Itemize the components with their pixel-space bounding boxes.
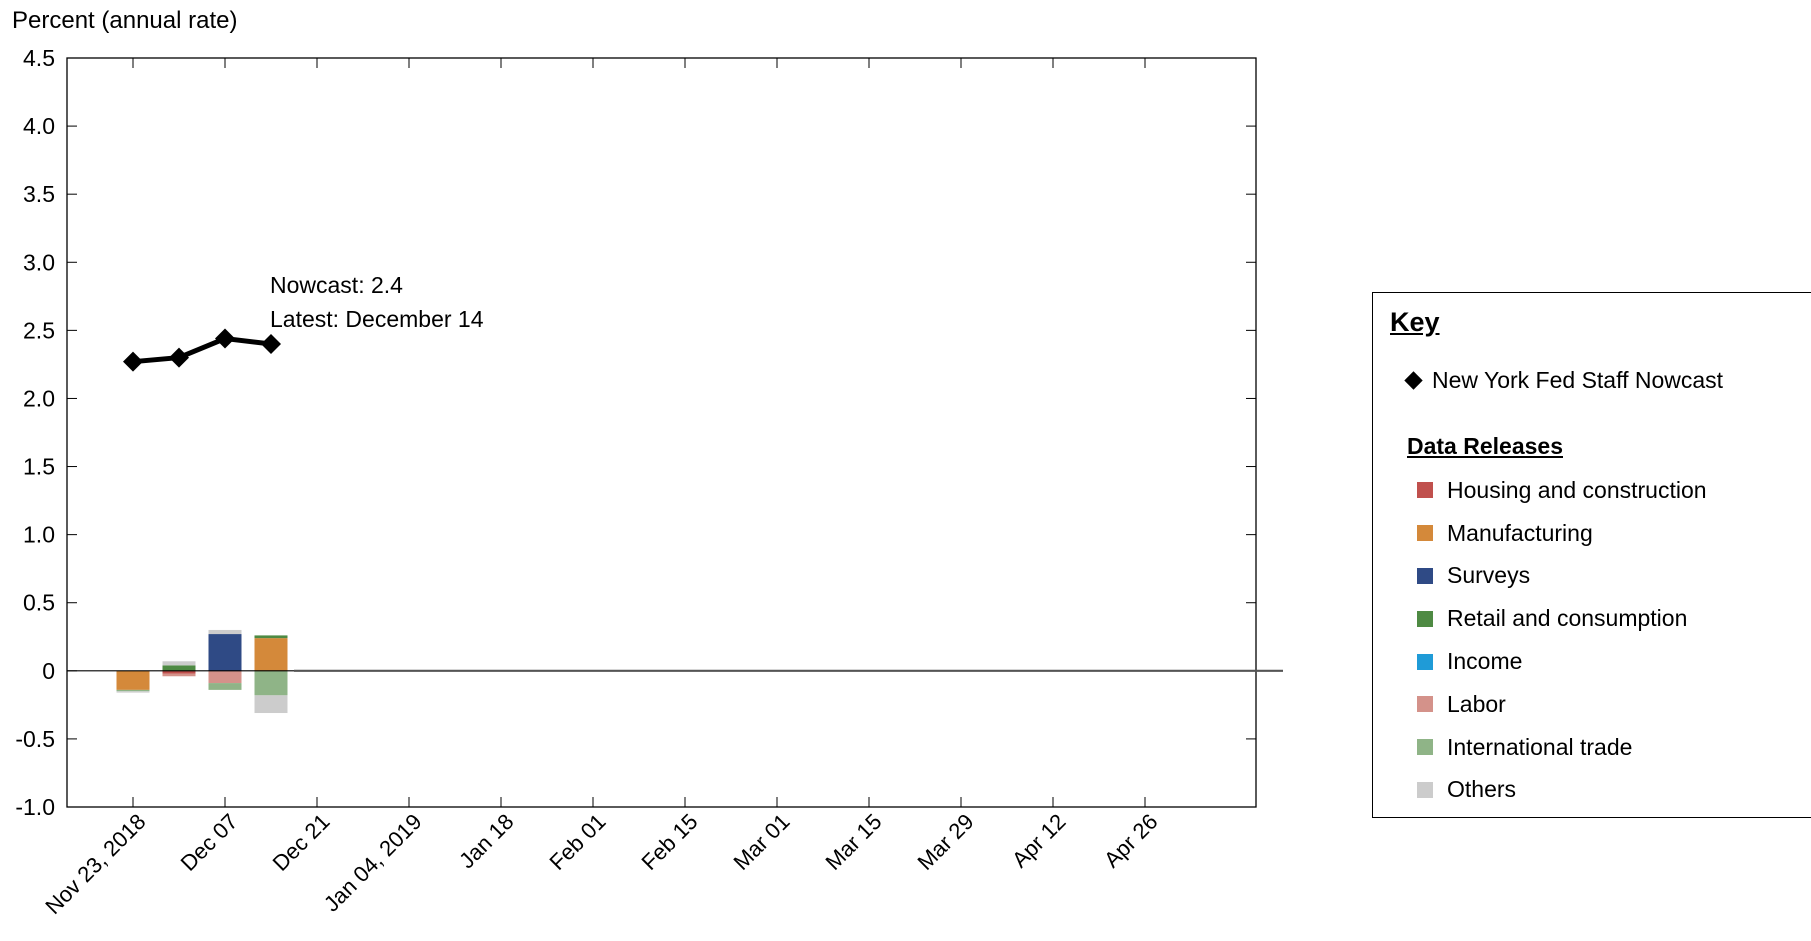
bar-segment [208, 683, 242, 690]
bar-segment [208, 634, 242, 671]
key-panel: Key New York Fed Staff Nowcast Data Rele… [1372, 292, 1811, 818]
key-title: Key [1390, 307, 1440, 337]
bar-segment [116, 670, 150, 690]
nowcast-diamond-marker [261, 333, 281, 354]
key-item-label: Labor [1447, 690, 1506, 717]
x-tick-label: Feb 01 [544, 809, 610, 875]
bar-segment [162, 673, 196, 677]
key-item: Others [1417, 769, 1707, 812]
y-tick-label: 0 [42, 658, 55, 684]
key-item: Surveys [1417, 555, 1707, 598]
x-tick-label: Feb 15 [636, 809, 702, 875]
color-swatch-icon [1417, 525, 1433, 542]
key-item: Retail and consumption [1417, 597, 1707, 640]
y-tick-label: 4.5 [23, 45, 55, 71]
y-tick-label: -1.0 [15, 794, 55, 820]
color-swatch-icon [1417, 781, 1433, 798]
key-item: Housing and construction [1417, 469, 1707, 512]
nowcast-line [132, 335, 272, 365]
y-tick-label: 0.5 [23, 590, 55, 616]
color-swatch-icon [1417, 567, 1433, 584]
key-item-label: Others [1447, 776, 1517, 803]
key-nowcast-label: New York Fed Staff Nowcast [1432, 367, 1724, 393]
key-item: Labor [1417, 683, 1707, 726]
key-item-label: Retail and consumption [1447, 605, 1688, 632]
nowcast-annotation-value: Nowcast: 2.4 [270, 272, 403, 298]
key-item-label: Surveys [1447, 562, 1531, 589]
y-tick-label: 1.5 [23, 454, 55, 480]
y-tick-label: 3.0 [23, 249, 55, 275]
color-swatch-icon [1417, 696, 1433, 713]
x-tick-label: Apr 12 [1007, 809, 1071, 873]
x-tick-label: Jan 18 [454, 809, 518, 873]
key-item: Manufacturing [1417, 512, 1707, 555]
x-tick-label: Dec 21 [268, 809, 335, 876]
data-releases-title: Data Releases [1407, 433, 1563, 459]
bar-segment [254, 635, 288, 639]
diamond-marker-icon [1404, 371, 1423, 390]
x-tick-label: Nov 23, 2018 [40, 809, 150, 919]
nowcast-diamond-marker [123, 351, 143, 372]
y-axis-title: Percent (annual rate) [12, 7, 237, 34]
bar-segment [116, 691, 150, 693]
x-tick-label: Dec 07 [176, 809, 243, 876]
bar-segment [208, 629, 242, 635]
nowcast-diamond-marker [169, 347, 189, 368]
y-tick-label: 3.5 [23, 181, 55, 207]
key-item-label: Income [1447, 648, 1523, 675]
x-tick-label: Mar 01 [728, 809, 794, 875]
color-swatch-icon [1417, 610, 1433, 627]
color-swatch-icon [1417, 482, 1433, 499]
y-tick-label: -0.5 [15, 726, 55, 752]
bar-segment [162, 670, 196, 674]
color-swatch-icon [1417, 739, 1433, 756]
color-swatch-icon [1417, 653, 1433, 670]
bar-segment [254, 670, 288, 696]
bar-segment [162, 665, 196, 671]
x-tick-label: Mar 15 [820, 809, 886, 875]
plot-frame [66, 57, 1257, 808]
key-item-label: International trade [1447, 733, 1633, 760]
nowcast-diamond-marker [215, 328, 235, 349]
x-tick-label: Mar 29 [912, 809, 978, 875]
bar-segment [254, 695, 288, 714]
bar-segment [162, 661, 196, 666]
key-item-label: Housing and construction [1447, 476, 1707, 503]
key-item: Income [1417, 640, 1707, 683]
y-tick-label: 2.0 [23, 385, 55, 411]
y-tick-label: 2.5 [23, 317, 55, 343]
nowcast-annotation-date: Latest: December 14 [270, 306, 484, 332]
bar-segment [116, 689, 150, 692]
key-item-label: Manufacturing [1447, 519, 1593, 546]
bar-segment [208, 670, 242, 684]
y-tick-label: 1.0 [23, 522, 55, 548]
key-nowcast-entry: New York Fed Staff Nowcast [1404, 367, 1724, 394]
x-tick-label: Apr 26 [1099, 809, 1163, 873]
bar-segment [254, 638, 288, 671]
key-item: International trade [1417, 726, 1707, 769]
key-release-list: Housing and construction Manufacturing S… [1417, 469, 1707, 811]
x-tick-label: Jan 04, 2019 [319, 809, 427, 917]
y-tick-label: 4.0 [23, 113, 55, 139]
